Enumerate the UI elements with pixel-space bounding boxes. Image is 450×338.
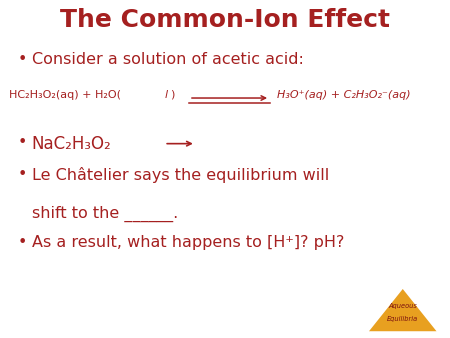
Text: •: • [18,235,27,250]
Text: The Common-Ion Effect: The Common-Ion Effect [60,8,390,32]
Text: •: • [18,135,27,150]
Text: Le Châtelier says the equilibrium will: Le Châtelier says the equilibrium will [32,167,329,183]
Text: NaC₂H₃O₂: NaC₂H₃O₂ [32,135,111,153]
Text: shift to the ______.: shift to the ______. [32,206,178,222]
Text: As a result, what happens to [H⁺]? pH?: As a result, what happens to [H⁺]? pH? [32,235,344,250]
Text: Aqueous: Aqueous [388,303,417,309]
Text: HC₂H₃O₂(aq) + H₂O(: HC₂H₃O₂(aq) + H₂O( [9,90,121,100]
Text: •: • [18,52,27,67]
Polygon shape [369,289,436,331]
Text: l: l [164,90,167,100]
Text: ): ) [170,90,175,100]
Text: •: • [18,167,27,182]
Text: H₃O⁺(aq) + C₂H₃O₂⁻(aq): H₃O⁺(aq) + C₂H₃O₂⁻(aq) [277,90,410,100]
Text: Equilibria: Equilibria [387,316,418,322]
Text: Consider a solution of acetic acid:: Consider a solution of acetic acid: [32,52,303,67]
